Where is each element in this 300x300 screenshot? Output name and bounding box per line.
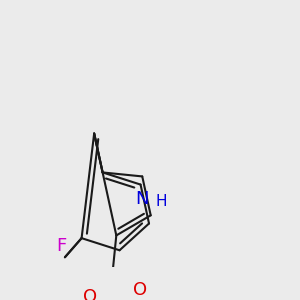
Text: N: N bbox=[136, 190, 149, 208]
Text: O: O bbox=[133, 280, 148, 298]
Text: F: F bbox=[56, 237, 67, 255]
Text: O: O bbox=[83, 288, 98, 300]
Text: H: H bbox=[155, 194, 166, 209]
